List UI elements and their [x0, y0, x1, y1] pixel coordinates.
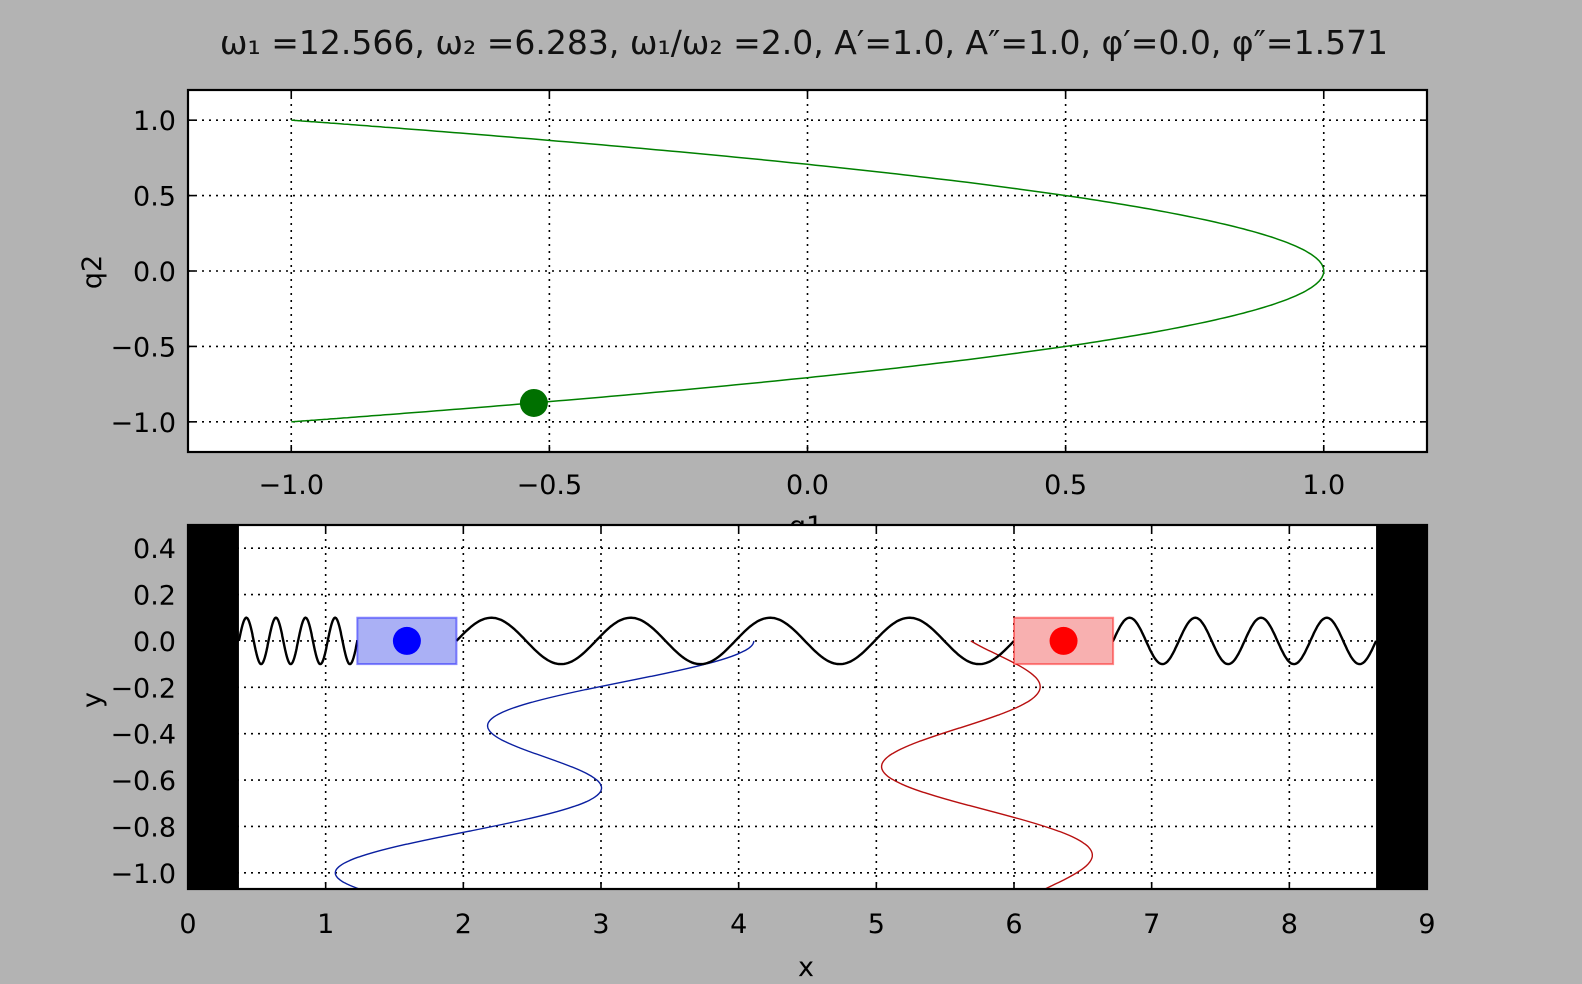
phase-plot-ytick-label: 0.0 — [133, 257, 176, 288]
spring-plot-xtick-label: 0 — [179, 909, 196, 940]
spring-plot-xtick-label: 7 — [1143, 909, 1160, 940]
phase-plot-grid — [188, 90, 1427, 452]
spring-plot-ytick-label: −1.0 — [110, 859, 176, 890]
spring-plot: 0 1 2 3 4 5 6 7 8 90.40.20.0−0.2−0.4−0.6−0.8−1.0 … — [77, 523, 1436, 983]
phase-plot-ytick-label: −1.0 — [110, 408, 176, 439]
phase-plot-xtick-label: −1.0 — [258, 470, 324, 501]
phase-plot-xtick-label: −0.5 — [517, 470, 583, 501]
figure-title: ω₁ =12.566, ω₂ =6.283, ω₁/ω₂ =2.0, A′=1.… — [220, 23, 1388, 62]
spring-plot-ytick-label: −0.2 — [110, 673, 176, 704]
spring-plot-xtick-label: 5 — [868, 909, 885, 940]
phase-plot-background — [188, 90, 1427, 452]
spring-plot-xtick-label: 2 — [455, 909, 472, 940]
spring-plot-xtick-label: 3 — [592, 909, 609, 940]
phase-plot-xtick-label: 0.5 — [1044, 470, 1087, 501]
spring-plot-ytick-label: −0.8 — [110, 812, 176, 843]
spring-plot-xtick-label: 8 — [1281, 909, 1298, 940]
spring-plot-ylabel: y — [77, 692, 108, 708]
spring-plot-ytick-label: 0.4 — [133, 534, 176, 565]
phase-plot-ylabel: q2 — [77, 255, 108, 289]
spring-line — [237, 616, 359, 666]
phase-plot-ytick-label: 0.5 — [133, 182, 176, 213]
phase-plot-ytick-label: 1.0 — [133, 106, 176, 137]
mass-trace-line — [880, 640, 1094, 889]
phase-plot-xtick-label: 1.0 — [1302, 470, 1345, 501]
spring-plot-background — [188, 525, 1427, 889]
spring-plot-ytick-label: 0.0 — [133, 627, 176, 658]
spring-plot-series — [188, 525, 1427, 889]
mass-trace-line — [334, 640, 755, 889]
spring-plot-xtick-label: 9 — [1418, 909, 1435, 940]
spring-plot-ytick-label: 0.2 — [133, 581, 176, 612]
phase-current-point — [519, 388, 548, 417]
phase-plot-xtick-label: 0.0 — [786, 470, 829, 501]
phase-plot-ytick-label: −0.5 — [110, 332, 176, 363]
phase-plot-ticks: −1.0 −0.5 0.0 0.5 1.0 1.0 0.5 0.0 −0.5 −1.0 — [110, 90, 1427, 501]
spring-plot-ticks: 0 1 2 3 4 5 6 7 8 9 0.4 0.2 0.0 −0.2 −0.4 −0.6 −0.8 −1.0 — [110, 525, 1436, 940]
spring-plot-ytick-label: −0.6 — [110, 766, 176, 797]
phase-trajectory-line — [291, 119, 1325, 423]
mass-center-point — [1049, 626, 1078, 655]
spring-plot-xtick-label: 6 — [1005, 909, 1022, 940]
wall-block — [188, 525, 239, 889]
spring-plot-ytick-label: −0.4 — [110, 720, 176, 751]
phase-plot: −1.0−0.50.00.51.01.00.50.0−0.5−1.0 q1 q2 — [77, 88, 1429, 542]
mass-center-point — [392, 626, 421, 655]
spring-plot-frame — [186, 523, 1429, 891]
spring-plot-xtick-label: 4 — [730, 909, 747, 940]
wall-block — [1376, 525, 1427, 889]
spring-line — [455, 616, 1015, 666]
phase-plot-series — [291, 119, 1325, 423]
spring-line — [1112, 616, 1378, 666]
spring-plot-xtick-label: 1 — [317, 909, 334, 940]
spring-plot-xlabel: x — [798, 952, 814, 983]
